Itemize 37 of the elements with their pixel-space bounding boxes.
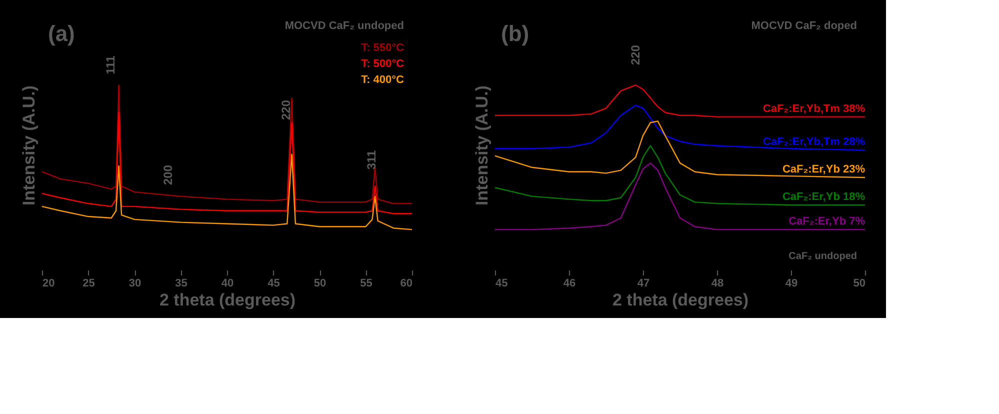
series-label: CaF₂:Er,Yb 23% bbox=[782, 164, 866, 176]
x-tick-label: 60 bbox=[400, 278, 412, 290]
text: T: 500°C bbox=[361, 58, 404, 70]
y-axis-title: Intensity (A.U.) bbox=[472, 86, 492, 206]
text: (a) bbox=[48, 21, 75, 46]
text: MOCVD CaF₂ undoped bbox=[284, 20, 404, 32]
x-tick-label: 40 bbox=[221, 278, 234, 290]
x-tick-label: 49 bbox=[785, 278, 798, 290]
x-axis-title: 2 theta (degrees) bbox=[612, 290, 749, 310]
y-axis-title: Intensity (A.U.) bbox=[20, 86, 38, 206]
series-label: CaF₂:Er,Yb 18% bbox=[782, 190, 866, 203]
x-tick-label: 30 bbox=[128, 278, 142, 290]
x-tick-label: 48 bbox=[711, 278, 724, 290]
annotation: 200 bbox=[160, 164, 175, 186]
x-tick-label: 50 bbox=[853, 278, 866, 290]
text: T: 400°C bbox=[361, 74, 404, 86]
text: CaF₂ undoped bbox=[788, 251, 857, 262]
annotation: 311 bbox=[364, 150, 378, 170]
x-tick-label: 55 bbox=[360, 278, 372, 290]
text: 111 bbox=[103, 55, 118, 74]
x-axis-title: 2 theta (degrees) bbox=[159, 290, 296, 310]
x-tick-label: 45 bbox=[268, 278, 280, 290]
series-label: CaF₂:Er,Yb 7% bbox=[788, 216, 866, 228]
x-tick-label: 20 bbox=[42, 278, 55, 290]
x-tick-label: 46 bbox=[563, 278, 576, 290]
series-label: CaF₂:Er,Yb,Tm 28% bbox=[762, 136, 866, 148]
x-tick-label: 35 bbox=[175, 278, 188, 290]
x-tick-label: 50 bbox=[314, 278, 326, 290]
text: 220 bbox=[628, 44, 643, 66]
annotation: 220 bbox=[279, 100, 294, 120]
series-label: CaF₂:Er,Yb,Tm 38% bbox=[762, 102, 866, 115]
text: MOCVD CaF₂ doped bbox=[751, 20, 857, 32]
x-tick-label: 47 bbox=[637, 278, 650, 290]
x-tick-label: 45 bbox=[496, 278, 508, 290]
text: T: 550°C bbox=[361, 42, 404, 54]
text: (b) bbox=[501, 21, 530, 46]
x-tick-label: 25 bbox=[82, 278, 95, 290]
